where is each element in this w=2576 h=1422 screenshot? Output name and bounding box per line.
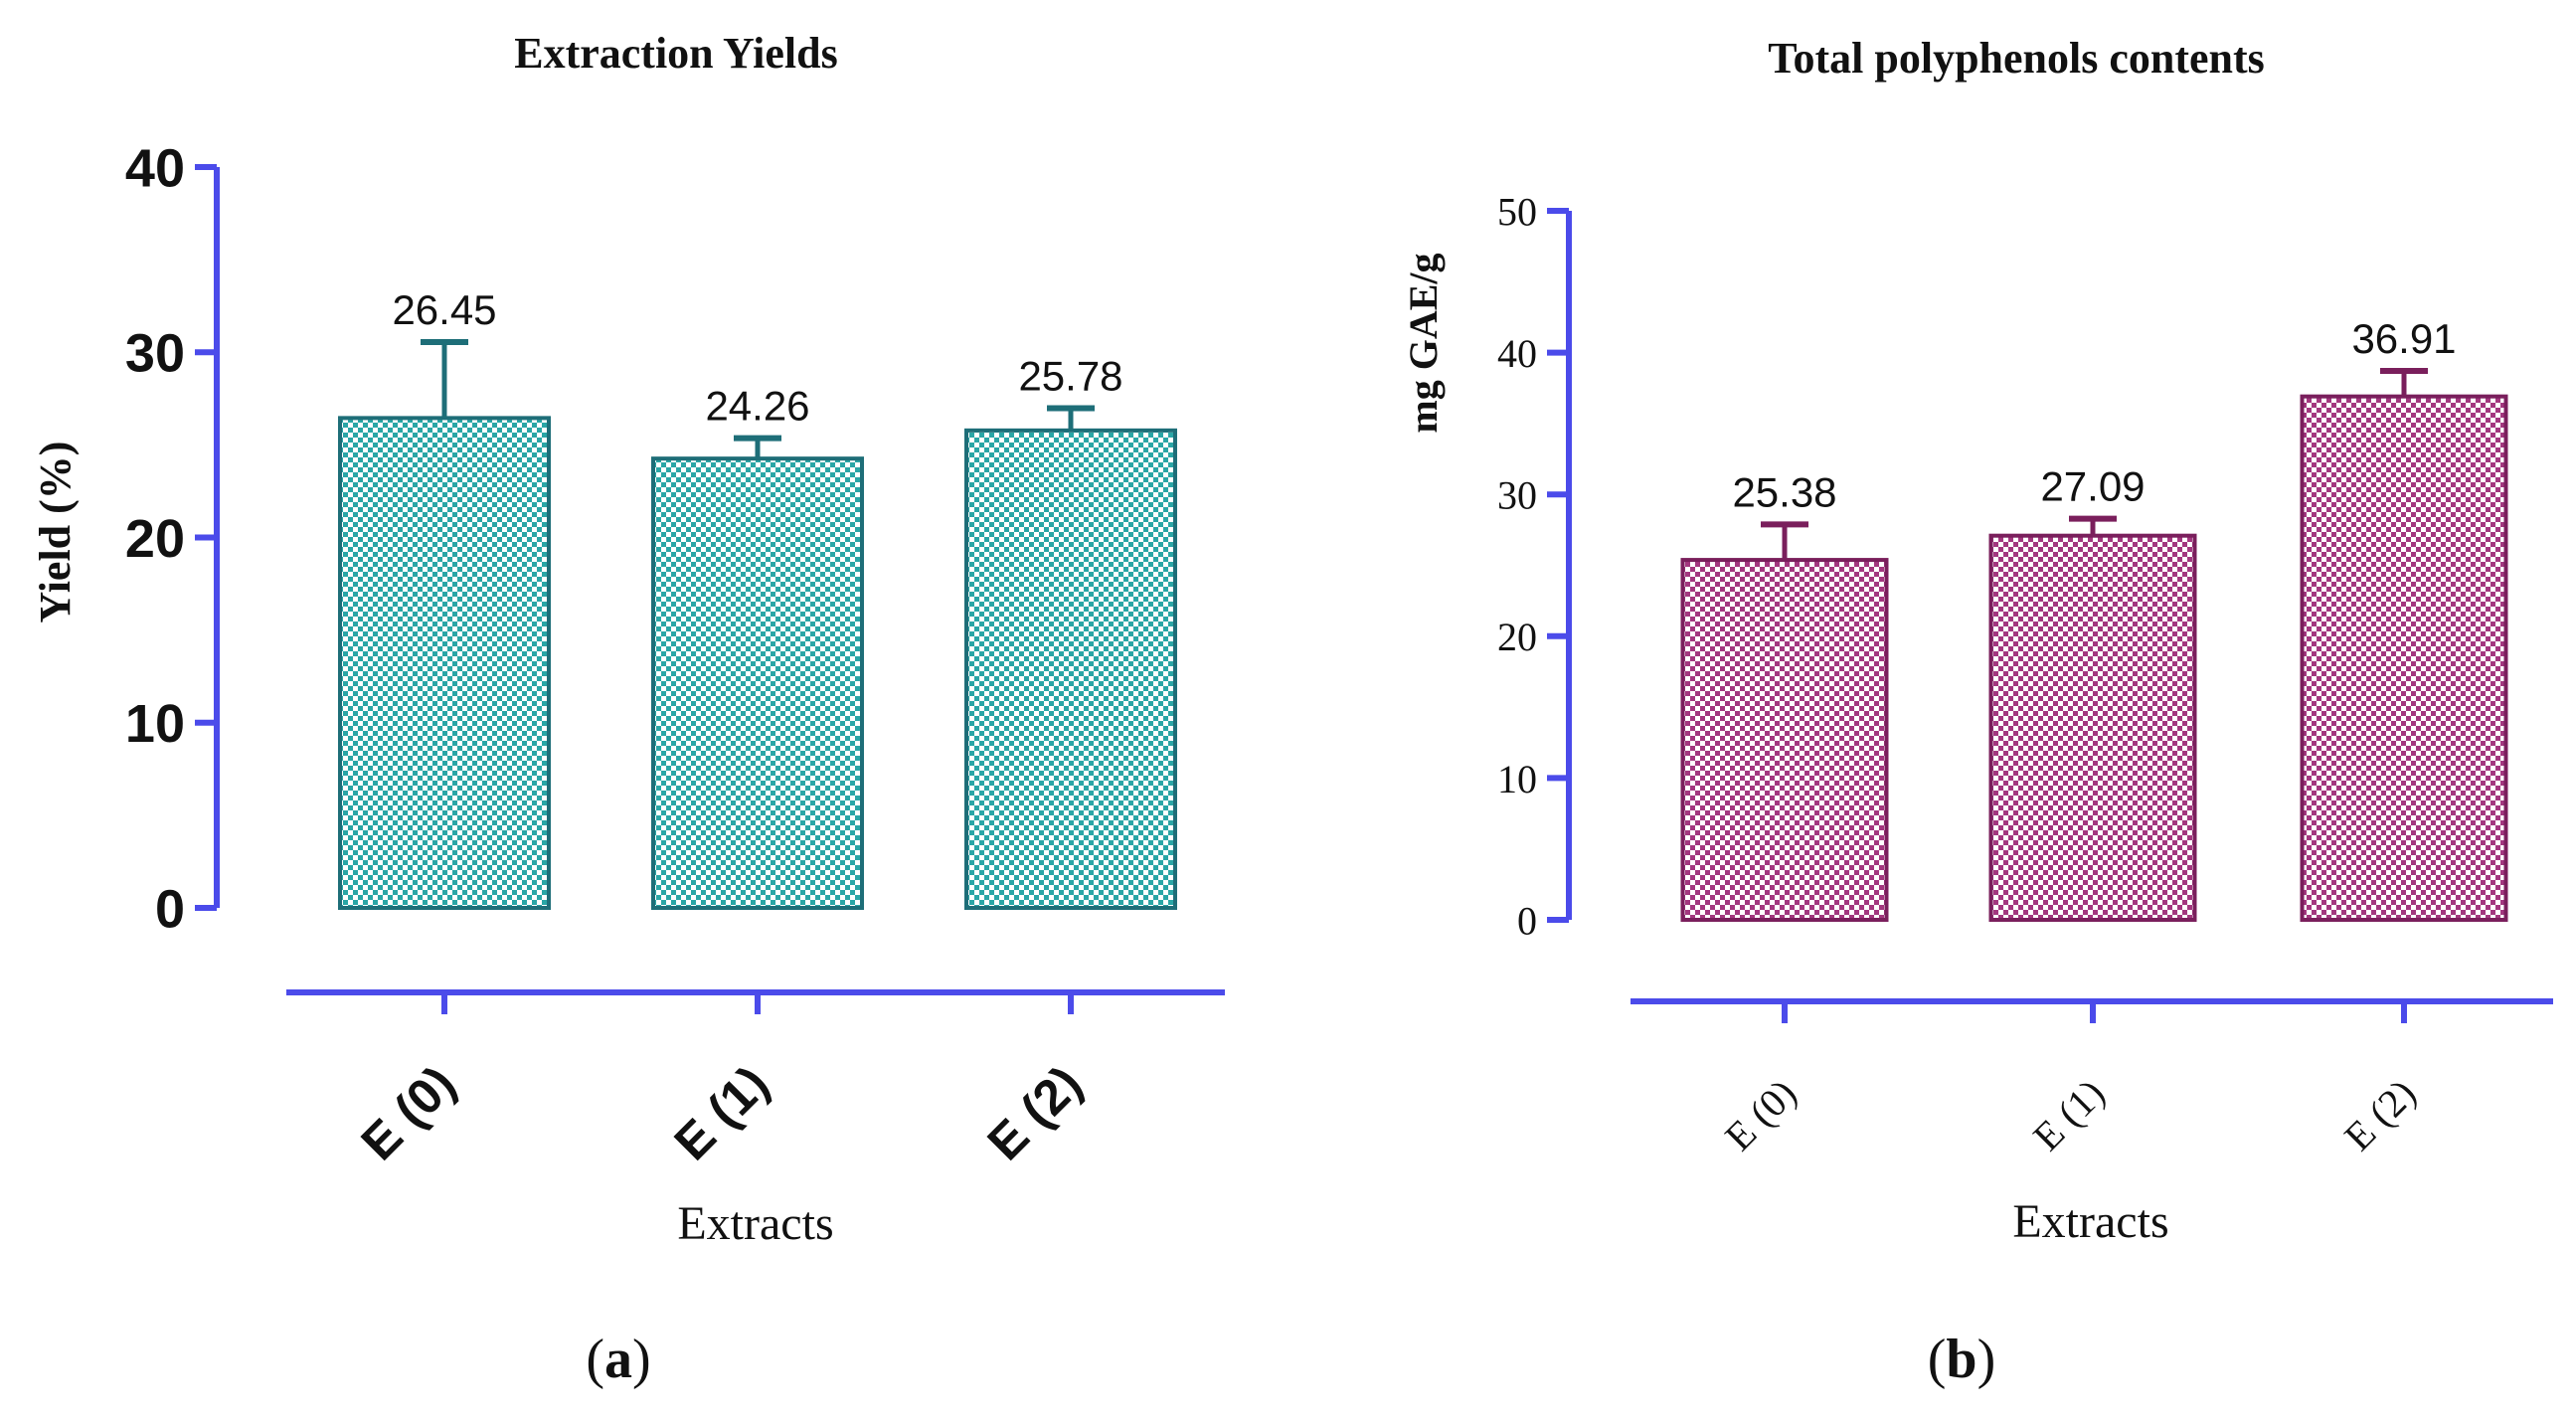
bar: [2300, 394, 2508, 922]
x-tick-label: E (1): [2024, 1071, 2113, 1159]
y-tick-label: 50: [1497, 189, 1537, 234]
bar: [338, 416, 551, 910]
bars: 25.38 27.09 36.91: [1680, 315, 2508, 922]
data-label: 24.26: [705, 383, 809, 430]
x-tick-label: E (0): [1716, 1071, 1804, 1159]
data-label: 25.78: [1018, 352, 1122, 399]
bar: [1680, 558, 1889, 922]
x-tick-label: E (2): [2335, 1071, 2424, 1159]
panel-label-letter: b: [1946, 1329, 1976, 1390]
y-tick-label: 20: [125, 509, 185, 569]
panel-label-close: ): [1977, 1329, 1996, 1390]
y-tick-label: 10: [125, 694, 185, 754]
y-tick-label: 0: [155, 879, 185, 939]
x-tick-label: E (0): [351, 1055, 466, 1170]
x-axis-label: Extracts: [677, 1197, 833, 1250]
panel-label-a: (a): [586, 1329, 650, 1390]
y-tick-label: 10: [1497, 757, 1537, 801]
y-tick-label: 30: [1497, 473, 1537, 518]
y-tick-label: 20: [1497, 615, 1537, 659]
panel-label-close: ): [632, 1329, 651, 1390]
chart-title: Extraction Yields: [514, 29, 838, 78]
x-tick-label: E (2): [977, 1055, 1093, 1170]
x-axis: E (0) E (1) E (2): [286, 989, 1225, 1170]
x-tick-label: E (1): [664, 1055, 779, 1170]
data-label: 25.38: [1732, 468, 1836, 515]
y-axis-label: mg GAE/g: [1401, 253, 1446, 433]
x-axis-label: Extracts: [2012, 1195, 2168, 1248]
bar: [1988, 533, 2197, 922]
y-tick-label: 30: [125, 324, 185, 384]
y-axis: 0 10 20 30 40: [125, 138, 220, 939]
x-axis: E (0) E (1) E (2): [1631, 998, 2553, 1159]
bar: [651, 456, 864, 910]
data-label: 27.09: [2040, 463, 2145, 510]
chart-panel-b: Total polyphenols contents mg GAE/g Extr…: [1401, 34, 2553, 1390]
chart-title: Total polyphenols contents: [1768, 34, 2265, 83]
data-label: 36.91: [2351, 315, 2456, 362]
bars: 26.45 24.26 25.78: [338, 286, 1177, 910]
bar: [964, 428, 1177, 910]
data-label: 26.45: [392, 286, 496, 333]
panel-label-b: (b): [1928, 1329, 1995, 1390]
y-axis-label: Yield (%): [31, 442, 80, 623]
y-tick-label: 0: [1517, 898, 1537, 943]
y-axis: 0 10 20 30 40 50: [1497, 189, 1572, 943]
panel-label-open: (: [1928, 1329, 1947, 1390]
chart-panel-a: Extraction Yields Yield (%) Extracts 0 10…: [31, 29, 1225, 1390]
panel-label-open: (: [586, 1329, 604, 1390]
panel-label-letter: a: [604, 1329, 632, 1390]
y-tick-label: 40: [1497, 331, 1537, 376]
y-tick-label: 40: [125, 138, 185, 198]
